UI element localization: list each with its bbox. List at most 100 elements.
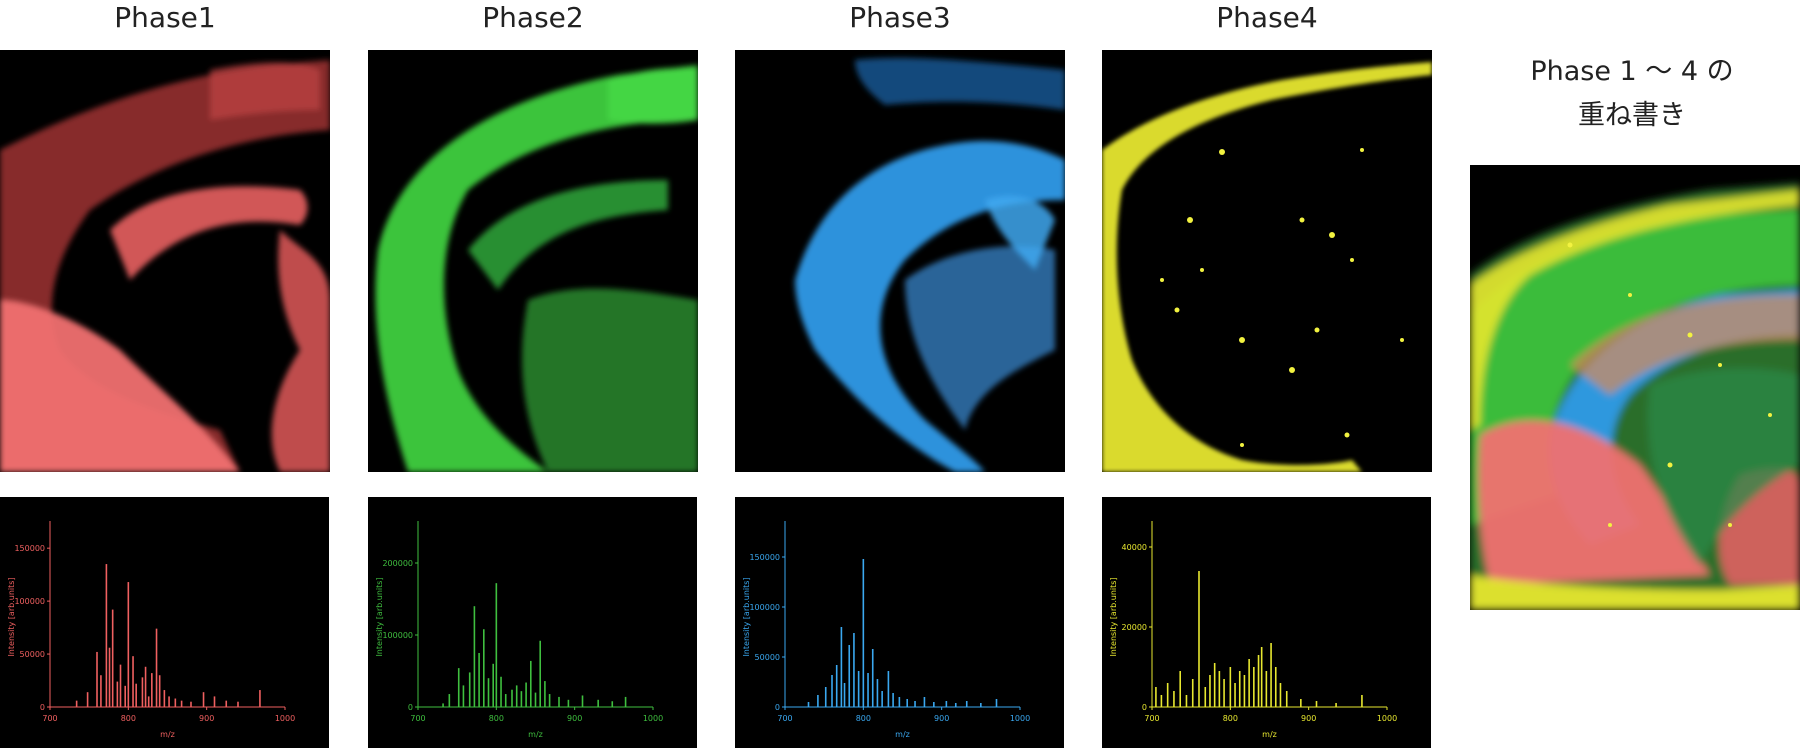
spectrum-peak xyxy=(954,703,957,707)
spectrum-peak xyxy=(534,692,537,707)
spectrum-peak xyxy=(567,699,570,707)
y-tick-label: 100000 xyxy=(14,597,45,606)
spectrum-peak xyxy=(923,697,926,707)
spectrum-peak xyxy=(558,696,560,707)
x-axis-label: m/z xyxy=(528,730,543,739)
y-tick-label: 100000 xyxy=(382,631,413,640)
y-tick-label: 0 xyxy=(408,703,413,712)
x-tick-label: 700 xyxy=(777,714,792,723)
spectrum-peak xyxy=(225,700,228,707)
spectrum-peak xyxy=(824,687,827,707)
spectrum-peak xyxy=(831,675,833,707)
x-tick-label: 900 xyxy=(934,714,949,723)
phase2-image xyxy=(368,50,698,472)
x-tick-label: 1000 xyxy=(275,714,295,723)
spectrum-peak xyxy=(914,701,916,707)
y-axis-label: Intensity [arb.units] xyxy=(375,577,384,656)
spectrum-peak xyxy=(127,582,130,707)
spectrum-peak xyxy=(202,692,205,707)
y-axis-label: Intensity [arb.units] xyxy=(1109,577,1118,656)
x-axis-label: m/z xyxy=(1262,730,1277,739)
phase1-spectrum: 0 50000 100000 150000 700 800 900 1000 m/z Intens… xyxy=(0,497,329,748)
spectrum-peak xyxy=(1155,687,1157,707)
y-tick-label: 100000 xyxy=(749,603,780,612)
y-tick-label: 0 xyxy=(40,703,45,712)
x-tick-label: 900 xyxy=(567,714,582,723)
spectrum-peak xyxy=(515,685,518,707)
spectrum-peak xyxy=(462,685,465,707)
phase1-image xyxy=(0,50,330,472)
spectrum-peak xyxy=(492,663,494,707)
spectrum-peak xyxy=(1229,667,1232,707)
spectrum-peak xyxy=(100,675,102,707)
phase3-spectrum: 0 50000 100000 150000 700 800 900 1000 m/z Intens… xyxy=(735,497,1064,748)
spectrum-peak xyxy=(1315,701,1318,707)
x-tick-label: 1000 xyxy=(1010,714,1030,723)
spectrum-peak xyxy=(504,694,507,707)
spectrum-peak xyxy=(457,668,460,707)
y-tick-label: 150000 xyxy=(14,544,45,553)
spectrum-peak xyxy=(144,666,147,707)
spectrum-peak xyxy=(892,693,894,707)
spectrum-peak xyxy=(611,701,614,707)
spectrum-peak xyxy=(1274,667,1277,707)
spectrum-peak xyxy=(1285,691,1288,707)
spectrum-peak xyxy=(1204,687,1207,707)
spectrum-peak xyxy=(478,653,480,707)
spectrum-peak xyxy=(1179,671,1181,707)
spectrum-peak xyxy=(1265,671,1268,707)
spectrum-peak xyxy=(835,665,838,707)
phase1-title: Phase1 xyxy=(114,1,216,34)
spectrum-peak xyxy=(124,685,126,707)
spectrum-peak xyxy=(933,702,935,707)
spectrum-peak xyxy=(840,627,843,707)
spectrum-peak xyxy=(1160,695,1163,707)
phase3-title: Phase3 xyxy=(849,1,951,34)
spectrum-peak xyxy=(473,606,476,707)
spectrum-peak xyxy=(135,683,137,707)
y-axis-label: Intensity [arb.units] xyxy=(742,577,751,656)
x-tick-label: 800 xyxy=(489,714,504,723)
spectrum-peak xyxy=(887,671,890,707)
phase4-image xyxy=(1102,50,1432,472)
spectrum-peak xyxy=(468,672,471,707)
spectrum-peak xyxy=(1213,663,1216,707)
spectrum-peak xyxy=(259,690,261,707)
y-tick-label: 0 xyxy=(1142,703,1147,712)
spectrum-peak xyxy=(155,628,158,707)
spectrum-peak xyxy=(487,678,490,707)
spectrum-peak xyxy=(511,689,513,707)
spectrum-peak xyxy=(495,583,498,707)
overlay-title-line2: 重ね書き xyxy=(1578,100,1686,131)
x-tick-label: 700 xyxy=(1144,714,1159,723)
x-tick-label: 800 xyxy=(856,714,871,723)
y-tick-label: 150000 xyxy=(749,553,780,562)
spectrum-peak xyxy=(1335,703,1337,707)
phase4-title: Phase4 xyxy=(1216,1,1318,34)
spectrum-peak xyxy=(906,699,908,707)
phase2-spectrum: 0 100000 200000 700 800 900 1000 m/z Intensity [… xyxy=(368,497,697,748)
spectrum-peak xyxy=(544,681,546,707)
spectrum-peak xyxy=(1223,679,1225,707)
spectrum-peak xyxy=(1166,683,1169,707)
spectrum-peak xyxy=(945,701,948,707)
spectrum-peak xyxy=(624,696,627,707)
x-tick-label: 800 xyxy=(1223,714,1238,723)
spectrum-peak xyxy=(168,696,170,707)
y-tick-label: 50000 xyxy=(20,650,45,659)
spectrum-peak xyxy=(965,701,968,707)
spectrum-peak xyxy=(448,694,451,707)
spectrum-peak xyxy=(817,695,819,707)
phase4-spectrum: 0 20000 40000 700 800 900 1000 m/z Intensity [ar… xyxy=(1102,497,1431,748)
spectrum-peak xyxy=(853,633,855,707)
x-tick-label: 900 xyxy=(1301,714,1316,723)
spectrum-peak xyxy=(237,701,239,707)
spectrum-peak xyxy=(132,656,134,707)
x-tick-label: 700 xyxy=(410,714,425,723)
y-tick-label: 40000 xyxy=(1122,543,1147,552)
spectrum-peak xyxy=(483,629,485,707)
spectrum-peak xyxy=(530,660,532,707)
spectrum-peak xyxy=(1279,683,1282,707)
spectrum-peak xyxy=(108,647,111,707)
spectrum-peak xyxy=(867,673,869,707)
